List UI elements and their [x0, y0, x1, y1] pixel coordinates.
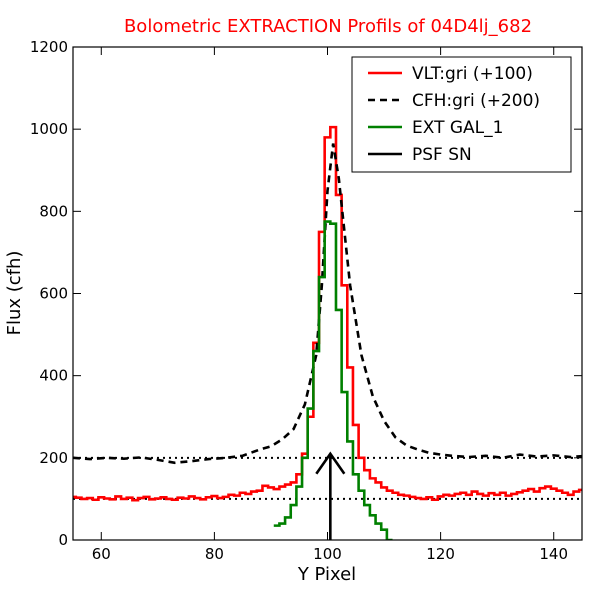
y-tick-label: 1200	[30, 38, 68, 56]
y-tick-label: 1000	[30, 120, 68, 138]
y-axis-label: Flux (cfh)	[4, 251, 25, 336]
x-tick-label: 60	[92, 545, 111, 563]
legend-label: PSF SN	[412, 145, 472, 165]
y-tick-label: 0	[58, 531, 68, 549]
y-axis: 0 200 400 600 800 1000 1200	[30, 38, 582, 549]
x-tick-label: 120	[426, 545, 455, 563]
x-tick-label: 80	[205, 545, 224, 563]
series-line-CFH:gri (+200)	[73, 143, 582, 465]
x-tick-label: 140	[539, 545, 568, 563]
series-line-VLT:gri (+100)	[73, 125, 582, 502]
legend-label: VLT:gri (+100)	[412, 64, 533, 84]
series-line-EXT GAL_1	[273, 220, 393, 540]
x-axis-label: Y Pixel	[297, 564, 356, 585]
x-tick-label: 100	[313, 545, 342, 563]
y-tick-label: 200	[39, 449, 68, 467]
y-tick-label: 600	[39, 285, 68, 303]
sn-arrow-head	[315, 451, 346, 475]
y-tick-label: 400	[39, 367, 68, 385]
chart-title: Bolometric EXTRACTION Profils of 04D4lj_…	[124, 16, 532, 37]
legend-label: EXT GAL_1	[412, 118, 503, 138]
series-layer	[73, 125, 582, 540]
x-axis: 60 80 100 120 140	[92, 47, 568, 563]
legend-label: CFH:gri (+200)	[412, 91, 540, 111]
y-tick-label: 800	[39, 202, 68, 220]
legend: VLT:gri (+100) CFH:gri (+200) EXT GAL_1 PSF…	[351, 56, 572, 173]
